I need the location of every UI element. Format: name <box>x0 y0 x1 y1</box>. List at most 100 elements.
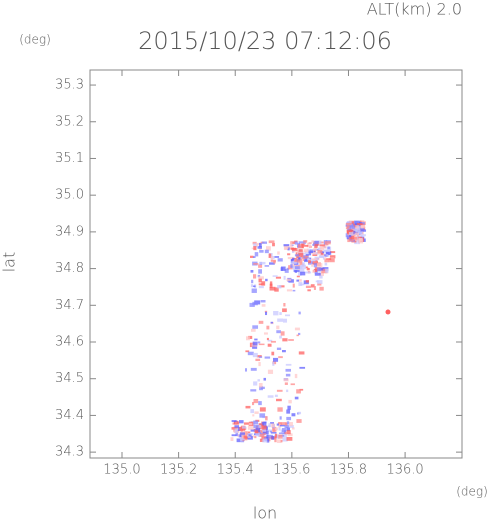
echo-patch <box>277 258 283 262</box>
x-tick-label: 135.6 <box>273 463 310 478</box>
echo-patch <box>261 241 267 244</box>
echo-patch <box>300 254 304 258</box>
echo-patch <box>257 341 261 344</box>
echo-patch <box>298 252 304 255</box>
echo-patch <box>287 405 291 410</box>
echo-patch <box>349 239 354 242</box>
echo-patch <box>286 389 289 393</box>
y-tick-label: 34.3 <box>55 445 84 460</box>
echo-patch <box>354 221 361 225</box>
echo-patch <box>252 341 258 346</box>
echo-patch <box>292 427 295 430</box>
echo-patch <box>327 246 330 250</box>
echo-patch <box>279 335 282 339</box>
y-tick-label: 34.5 <box>55 371 84 386</box>
echo-patch <box>294 373 298 379</box>
echo-patch <box>314 256 319 260</box>
echo-patch <box>311 240 315 243</box>
echo-patch <box>286 437 293 441</box>
echo-patch <box>302 262 305 267</box>
echo-patch <box>230 437 234 441</box>
echo-patch <box>299 388 304 391</box>
echo-patch <box>348 232 354 236</box>
echo-patch <box>267 395 274 398</box>
echo-patch <box>307 268 310 271</box>
echo-patch <box>256 243 259 247</box>
echo-patch <box>347 238 350 243</box>
echo-patch <box>329 255 336 259</box>
echo-patch <box>258 425 262 428</box>
echo-patch <box>357 239 360 245</box>
echo-patch <box>288 339 294 341</box>
echo-patch <box>312 261 318 263</box>
echo-patch <box>273 311 279 316</box>
echo-patch <box>349 235 352 238</box>
echo-patch <box>319 241 324 244</box>
echo-patch <box>259 433 265 437</box>
echo-patch <box>277 285 282 289</box>
echo-patch <box>314 245 318 249</box>
y-tick-label: 35.1 <box>55 151 84 166</box>
echo-patch <box>243 422 249 425</box>
echo-patch <box>258 276 264 280</box>
echo-patch <box>274 287 279 292</box>
echo-patch <box>324 257 327 260</box>
echo-patch <box>351 225 355 229</box>
echo-patch <box>308 250 313 254</box>
echo-patch <box>351 230 357 235</box>
echo-patch <box>271 351 275 356</box>
echo-patch <box>269 283 273 289</box>
echo-patch <box>346 225 350 228</box>
echo-patch <box>324 259 330 263</box>
echo-patch <box>290 259 294 261</box>
echo-patch <box>259 242 262 247</box>
echo-patch <box>320 254 326 257</box>
echo-patch <box>278 432 285 435</box>
echo-patch <box>268 423 271 428</box>
echo-patch <box>258 401 262 406</box>
echo-patch <box>282 308 287 313</box>
echo-patch <box>272 275 278 277</box>
echo-patch <box>283 303 286 307</box>
echo-patch <box>298 268 305 273</box>
echo-patch <box>292 249 295 254</box>
echo-patch <box>313 286 316 290</box>
echo-patch <box>276 330 281 334</box>
echo-patch <box>304 255 309 258</box>
echo-patch <box>304 251 310 254</box>
echo-patch <box>276 423 279 426</box>
echo-patch <box>286 426 290 432</box>
echo-patch <box>360 229 367 232</box>
echo-patch <box>300 283 305 286</box>
echo-patch <box>273 260 276 264</box>
echo-patch <box>298 257 301 260</box>
echo-patch <box>312 270 316 273</box>
echo-patch <box>270 259 276 262</box>
echo-patch <box>321 253 324 255</box>
echo-patch <box>267 369 274 374</box>
echo-patch <box>354 236 358 240</box>
echo-patch <box>251 328 256 332</box>
echo-patch <box>286 278 292 282</box>
echo-patch <box>252 352 258 358</box>
echo-patch <box>264 332 268 335</box>
echo-patch <box>349 226 352 230</box>
radar-echo <box>230 220 391 444</box>
echo-patch <box>324 249 330 254</box>
echo-patch <box>305 271 312 274</box>
echo-patch <box>308 260 312 264</box>
echo-patch <box>291 413 296 417</box>
echo-patch <box>297 258 303 263</box>
echo-patch <box>290 259 294 264</box>
echo-patch <box>251 279 254 284</box>
echo-patch <box>252 301 258 306</box>
echo-patch <box>268 253 272 258</box>
echo-patch <box>305 266 308 269</box>
echo-patch <box>269 430 272 433</box>
echo-patch <box>284 431 288 435</box>
echo-patch <box>243 435 247 439</box>
echo-patch <box>287 246 293 249</box>
echo-patch <box>356 223 363 226</box>
echo-patch <box>248 423 253 426</box>
